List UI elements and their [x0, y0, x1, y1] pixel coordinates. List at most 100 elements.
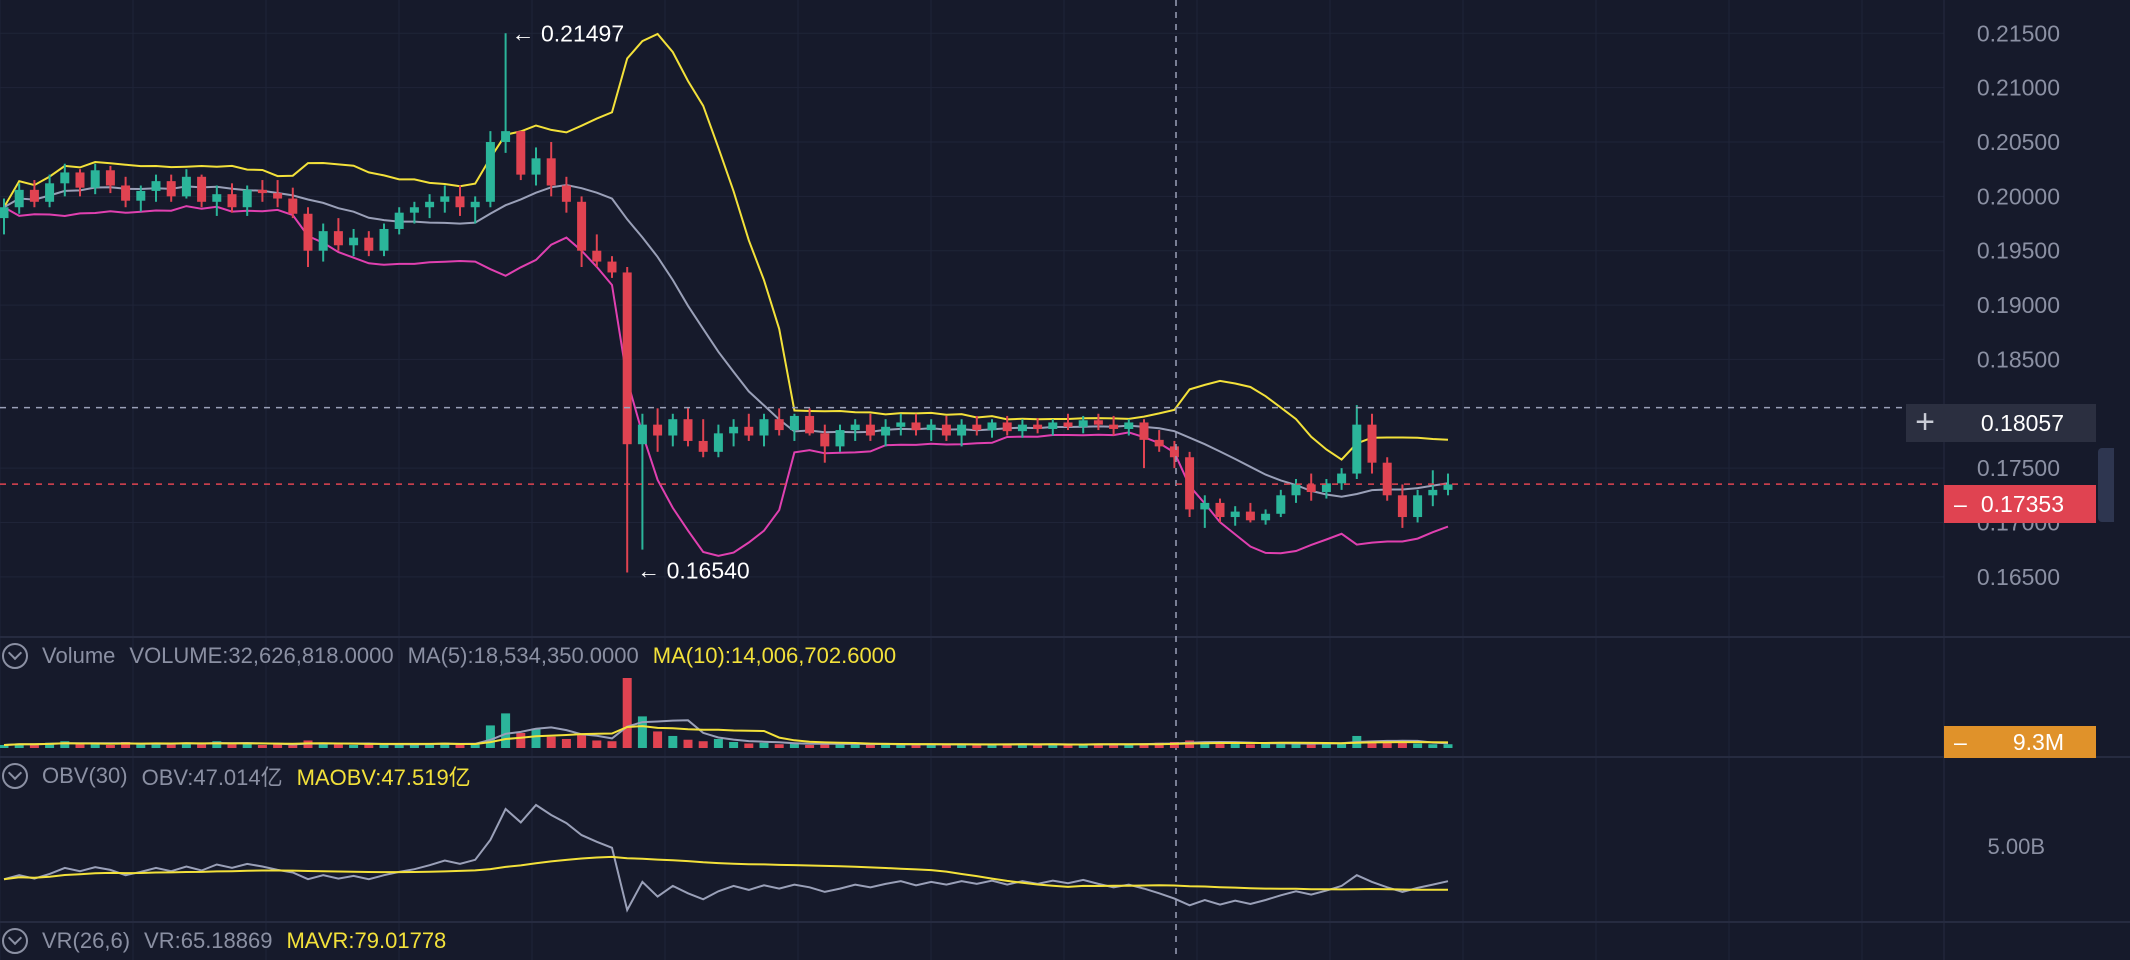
candle-body	[303, 213, 313, 251]
price-tick-label: 0.16500	[1977, 564, 2060, 590]
volume-bar	[607, 741, 617, 748]
vr-legend-name: VR(26,6)	[42, 928, 131, 953]
volume-bar	[820, 742, 830, 748]
candle-body	[212, 194, 222, 202]
high-price-annotation: ← 0.21497	[512, 20, 625, 46]
obv-axis-label: 5.00B	[1988, 834, 2046, 859]
candle-body	[1321, 483, 1331, 493]
volume-legend: Volume VOLUME:32,626,818.0000 MA(5):18,5…	[0, 639, 910, 673]
candle-body	[592, 250, 602, 262]
candle-body	[75, 172, 85, 188]
volume-bar	[668, 735, 678, 748]
candle-body	[29, 189, 39, 202]
volume-bar	[1261, 743, 1271, 748]
volume-bar	[1002, 743, 1012, 748]
candle-body	[1215, 502, 1225, 518]
candle-body	[1093, 420, 1103, 425]
candle-body	[926, 424, 936, 431]
volume-bar	[166, 744, 176, 748]
candle-body	[668, 419, 678, 436]
candle-body	[531, 158, 541, 175]
volume-bar	[1169, 741, 1179, 748]
volume-bar	[957, 744, 967, 748]
candle-body	[333, 231, 343, 246]
obv-line	[3, 803, 1449, 913]
candle-body	[227, 194, 237, 208]
volume-bar	[409, 744, 419, 748]
expand-panel-tab[interactable]	[2098, 448, 2114, 522]
candle-body	[425, 201, 435, 208]
volume-bar	[729, 741, 739, 748]
candle-body	[409, 207, 419, 213]
volume-bar	[105, 744, 115, 748]
obv-legend-name: OBV(30)	[42, 763, 128, 788]
candle-body	[349, 237, 359, 246]
candle-body	[394, 212, 404, 229]
volume-bar	[683, 739, 693, 748]
candle-body	[1291, 484, 1301, 496]
candle-body	[744, 426, 754, 436]
candle-body	[1063, 422, 1073, 427]
volume-bar	[516, 732, 526, 748]
candle-body	[181, 176, 191, 197]
volume-bar	[835, 744, 845, 748]
collapse-vr-icon[interactable]	[2, 928, 28, 954]
volume-bar	[1245, 744, 1255, 748]
price-tick-label: 0.21000	[1977, 75, 2060, 101]
volume-bar	[941, 744, 951, 748]
candle-body	[440, 196, 450, 202]
volume-bar	[926, 744, 936, 748]
price-tick-label: 0.21500	[1977, 20, 2060, 46]
price-tick-label: 0.20000	[1977, 183, 2060, 209]
volume-bar	[1078, 744, 1088, 748]
volume-bar	[805, 744, 815, 748]
candle-body	[197, 176, 207, 202]
candle-body	[1154, 439, 1164, 447]
volume-bar	[881, 744, 891, 748]
collapse-obv-icon[interactable]	[2, 763, 28, 789]
volume-bar	[470, 743, 480, 748]
volume-bar	[1109, 744, 1119, 748]
volume-bar	[1200, 741, 1210, 748]
volume-bar	[637, 716, 647, 748]
volume-bar	[789, 743, 799, 748]
volume-bar	[14, 743, 24, 748]
crosshair-add-icon[interactable]: +	[1906, 404, 1944, 442]
volume-bar	[45, 742, 55, 748]
volume-bar	[1048, 744, 1058, 748]
candle-body	[850, 424, 860, 431]
volume-bar	[121, 741, 131, 748]
candle-body	[1185, 457, 1195, 510]
volume-bar	[318, 743, 328, 748]
candle-body	[1169, 446, 1179, 458]
candle-body	[1033, 424, 1043, 429]
last-price-dash-icon: –	[1954, 491, 1967, 517]
candle-body	[789, 415, 799, 431]
volume-bar	[1124, 744, 1134, 748]
candle-body	[1413, 495, 1423, 518]
volume-bar	[379, 743, 389, 748]
volume-bar	[394, 744, 404, 748]
candle-body	[273, 193, 283, 199]
price-tick-label: 0.17500	[1977, 455, 2060, 481]
collapse-volume-icon[interactable]	[2, 643, 28, 669]
candle-body	[759, 419, 769, 436]
candle-body	[1139, 422, 1149, 440]
candle-body	[683, 419, 693, 441]
candle-body	[1078, 420, 1088, 427]
candle-body	[105, 170, 115, 186]
candle-body	[698, 440, 708, 452]
volume-bar	[364, 744, 374, 748]
volume-bar	[273, 744, 283, 748]
volume-bar	[197, 743, 207, 748]
volume-bar	[501, 713, 511, 748]
volume-bar	[987, 744, 997, 748]
middle-band-line	[3, 183, 1449, 498]
volume-legend-ma5: MA(5):18,534,350.0000	[407, 643, 639, 668]
volume-bar	[242, 743, 252, 748]
volume-bar	[1139, 743, 1149, 748]
volume-bar	[577, 734, 587, 748]
volume-bar	[531, 728, 541, 748]
